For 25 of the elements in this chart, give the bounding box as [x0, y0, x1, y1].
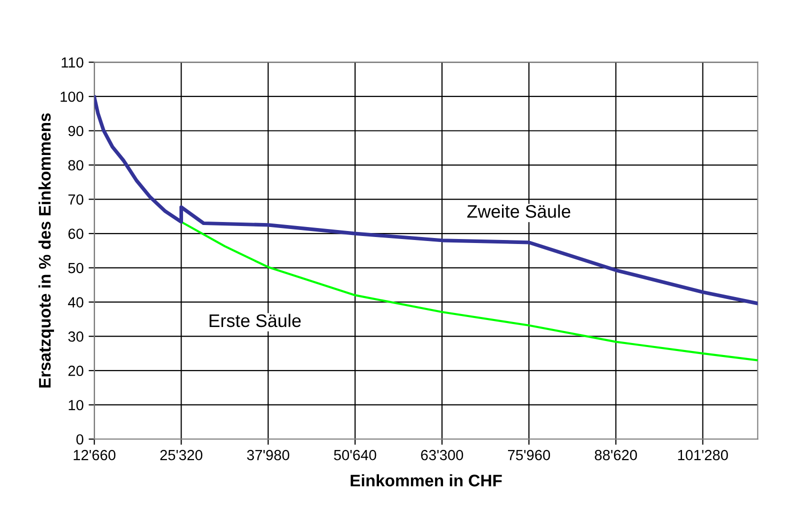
y-axis-title: Ersatzquote in % des Einkommens — [38, 113, 54, 388]
y-tick-label: 70 — [68, 194, 84, 205]
series-label: Zweite Säule — [467, 204, 570, 218]
y-tick-label: 0 — [76, 434, 84, 445]
x-tick-label: 25'320 — [160, 450, 202, 460]
x-tick-label: 63'300 — [421, 450, 464, 460]
y-tick-label: 60 — [68, 228, 84, 239]
y-tick-label: 110 — [62, 57, 84, 68]
y-tick-label: 30 — [68, 331, 84, 342]
y-tick-label: 100 — [60, 92, 84, 102]
line-series — [180, 220, 758, 362]
y-tick-label: 40 — [68, 297, 84, 308]
y-tick-label: 80 — [68, 160, 84, 170]
x-tick-label: 88'620 — [594, 450, 637, 460]
x-tick-label: 50'640 — [334, 450, 376, 460]
x-tick-label: 12'660 — [74, 450, 116, 460]
series-label: Erste Säule — [210, 314, 301, 328]
y-tick-label: 10 — [68, 400, 84, 410]
y-tick-label: 20 — [68, 366, 84, 376]
y-tick-label: 50 — [68, 262, 84, 274]
x-tick-label: 75'960 — [508, 450, 550, 460]
x-axis-title: Einkommen in CHF — [350, 474, 502, 486]
y-tick-label: 90 — [68, 126, 84, 136]
x-tick-label: 101'280 — [678, 450, 728, 460]
x-tick-label: 37'980 — [247, 450, 290, 460]
